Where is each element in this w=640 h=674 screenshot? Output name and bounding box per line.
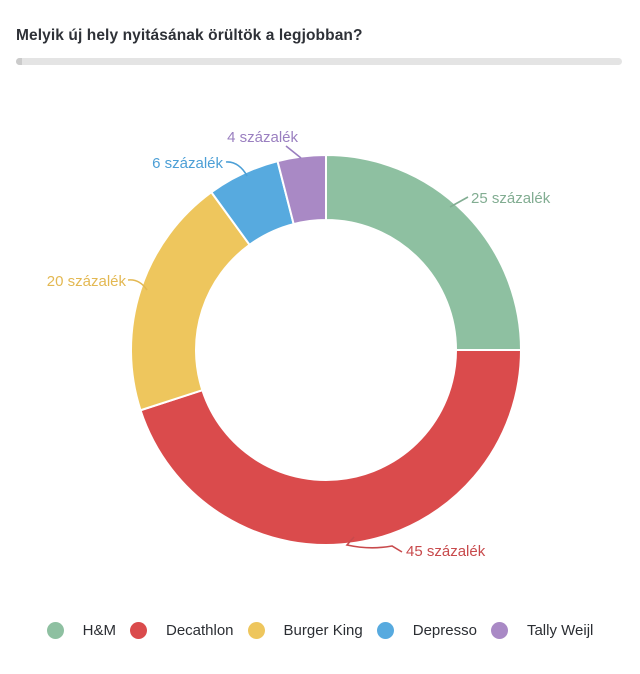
- legend-item-h-m[interactable]: H&M: [46, 622, 116, 639]
- slice-label-leader-h-m: [449, 196, 469, 208]
- legend-label-h-m: H&M: [82, 622, 116, 639]
- slice-burger-king[interactable]: [130, 191, 251, 412]
- legend-item-burger-king[interactable]: Burger King: [247, 622, 363, 639]
- slice-label-tally-weijl: 4 százalék: [227, 129, 298, 146]
- legend-label-burger-king: Burger King: [283, 622, 363, 639]
- slice-label-burger-king: 20 százalék: [47, 273, 127, 290]
- legend-swatch-tally-weijl: [490, 622, 508, 639]
- slice-decathlon[interactable]: [139, 349, 522, 546]
- title-divider: [16, 58, 622, 65]
- chart-legend: H&M Decathlon Burger King Depresso Tally Wei…: [0, 622, 640, 639]
- slice-label-leader-depresso: [225, 161, 248, 177]
- slice-label-leader-decathlon: [345, 536, 403, 553]
- legend-swatch-h-m: [46, 622, 64, 639]
- legend-swatch-burger-king: [247, 622, 265, 639]
- legend-swatch-depresso: [376, 622, 394, 639]
- legend-swatch-decathlon: [129, 622, 147, 639]
- slice-tally-weijl[interactable]: [276, 154, 327, 226]
- slice-label-decathlon: 45 százalék: [406, 543, 486, 560]
- legend-item-decathlon[interactable]: Decathlon: [129, 622, 234, 639]
- divider-cap: [16, 58, 22, 65]
- slice-label-depresso: 6 százalék: [152, 155, 223, 172]
- slice-label-leader-tally-weijl: [285, 145, 302, 159]
- legend-label-decathlon: Decathlon: [165, 622, 234, 639]
- chart-title: Melyik új hely nyitásának örültök a legj…: [16, 27, 363, 44]
- legend-item-tally-weijl[interactable]: Tally Weijl: [490, 622, 594, 639]
- slice-label-h-m: 25 százalék: [471, 190, 551, 207]
- legend-label-tally-weijl: Tally Weijl: [526, 622, 594, 639]
- slice-label-leader-burger-king: [127, 279, 148, 291]
- slice-h-m[interactable]: [325, 154, 522, 351]
- legend-item-depresso[interactable]: Depresso: [376, 622, 477, 639]
- legend-label-depresso: Depresso: [412, 622, 477, 639]
